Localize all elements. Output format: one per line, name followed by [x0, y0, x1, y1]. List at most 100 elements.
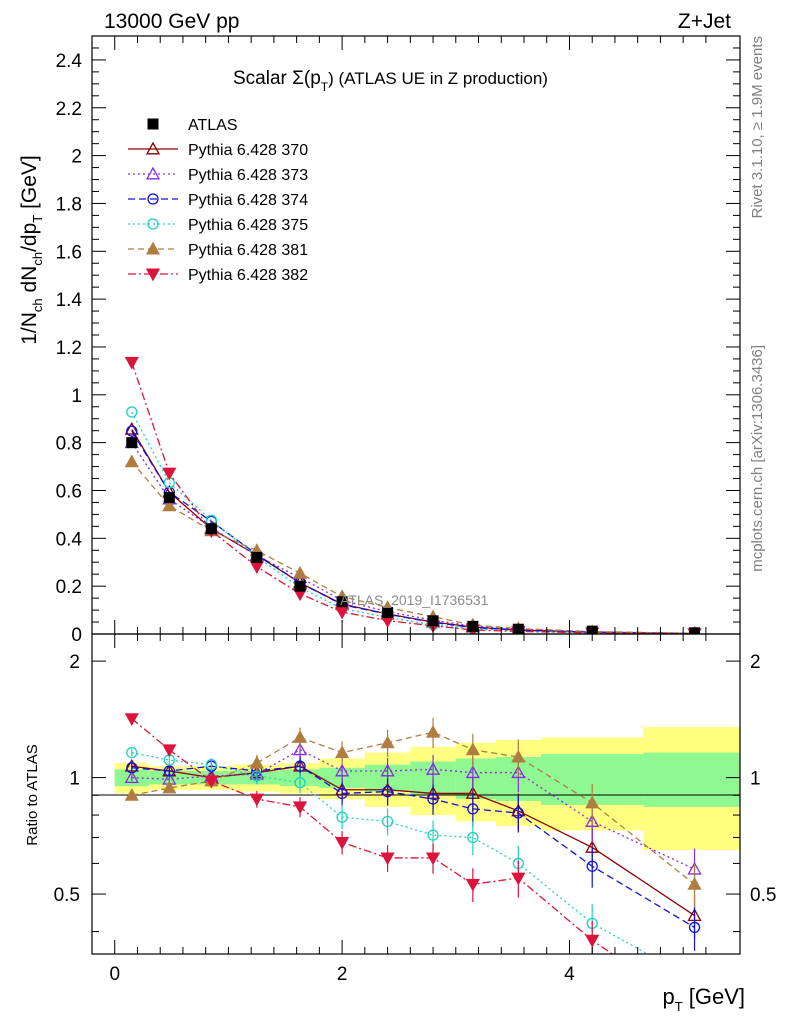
- ratio-series-point: [124, 787, 139, 801]
- legend-label: Pythia 6.428 375: [188, 217, 308, 234]
- ratio-series-point: [126, 746, 138, 759]
- legend-label: Pythia 6.428 374: [188, 192, 308, 209]
- main-series-point: [124, 454, 139, 468]
- y-tick-label: 1.4: [56, 290, 83, 311]
- rivet-label: Rivet 3.1.10, ≥ 1.9M events: [749, 36, 766, 219]
- ratio-series-point: [511, 765, 526, 779]
- main-series-point: [126, 425, 138, 437]
- ratio-series-point: [465, 878, 480, 892]
- ratio-series-point: [204, 775, 219, 789]
- y-tick-label: 1.8: [56, 194, 82, 215]
- main-series-line: [131, 461, 695, 634]
- legend-marker: [145, 141, 161, 155]
- ratio-series-point: [205, 758, 218, 771]
- ratio-series-point: [425, 724, 441, 738]
- y-tick-label: 2.2: [56, 99, 82, 120]
- ratio-series-point: [381, 785, 394, 798]
- ratio-series-point: [585, 795, 600, 809]
- ratio-series-point: [381, 815, 394, 828]
- ratio-series-line: [131, 718, 614, 954]
- ratio-series-point: [126, 762, 138, 774]
- ratio-series-point: [425, 762, 441, 775]
- ratio-tick-label-right: 1: [750, 769, 761, 790]
- header-right-label: Z+Jet: [678, 10, 731, 33]
- main-series-point: [335, 606, 350, 620]
- main-series-point: [162, 467, 177, 481]
- ratio-tick-label-right: 0.5: [750, 885, 776, 906]
- main-series-line: [131, 362, 695, 634]
- ratio-series-point: [336, 787, 348, 800]
- ratio-series-point: [336, 811, 348, 823]
- main-series-line: [131, 442, 695, 634]
- ratio-series-layer: [124, 713, 702, 954]
- main-series-point: [124, 356, 139, 370]
- legend-label: Pythia 6.428 370: [188, 142, 308, 159]
- reference-point: [205, 523, 217, 535]
- legend-marker: [145, 268, 161, 282]
- y-tick-label: 0.4: [56, 529, 83, 550]
- main-reference-layer: [126, 437, 701, 634]
- main-series-point: [124, 421, 139, 435]
- reference-point: [163, 492, 175, 504]
- ratio-series-point: [163, 765, 175, 777]
- axis-ticks: 0 2 4 0 0.2 0.4 0.6 0.8 1 1.2 1.4 1.6 1.8 2 2.2 2.4 0.5 0…: [54, 36, 776, 985]
- reference-point: [126, 437, 138, 449]
- ratio-series-point: [249, 755, 264, 769]
- reference-point: [382, 606, 394, 618]
- ratio-series-point: [294, 777, 306, 789]
- reference-point: [336, 596, 348, 608]
- reference-point: [294, 580, 306, 592]
- reference-point: [467, 620, 479, 632]
- legend-marker: [145, 166, 161, 180]
- y-tick-label: 2.4: [56, 51, 83, 72]
- y-tick-label: 1.6: [56, 242, 82, 263]
- ratio-series-point: [465, 765, 480, 779]
- ratio-series-point: [380, 735, 395, 749]
- x-tick-label: 2: [337, 964, 348, 985]
- x-axis-label: pT [GeV]: [662, 984, 745, 1014]
- ratio-series-point: [425, 852, 441, 866]
- ratio-series-line: [131, 765, 695, 928]
- ratio-tick-label-left: 2: [69, 652, 80, 673]
- ratio-series-point: [335, 763, 350, 777]
- y-tick-label: 1: [71, 386, 82, 407]
- main-series-point: [126, 406, 138, 418]
- ratio-series-point: [162, 744, 177, 758]
- main-series-point: [292, 565, 308, 579]
- y-tick-label: 0.2: [56, 577, 82, 598]
- header-left-label: 13000 GeV pp: [104, 10, 239, 33]
- ratio-series-point: [427, 829, 439, 841]
- legend-marker: [145, 241, 161, 255]
- ratio-series-point: [467, 831, 479, 844]
- ratio-series-line: [131, 752, 649, 954]
- y-axis-label: 1/Nch dNch/dpT [GeV]: [18, 155, 45, 345]
- legend-label: Pythia 6.428 373: [188, 167, 308, 184]
- ratio-series-line: [131, 731, 695, 885]
- ratio-series-point: [465, 742, 480, 756]
- reference-point: [427, 615, 439, 627]
- legend-label: Pythia 6.428 381: [188, 242, 308, 259]
- ratio-band-green: [643, 752, 740, 807]
- main-series-point: [162, 498, 177, 512]
- reference-point: [689, 627, 701, 634]
- y-tick-label: 0.8: [56, 434, 82, 455]
- ratio-series-point: [585, 814, 600, 827]
- ratio-series-point: [585, 934, 600, 948]
- ratio-series-point: [427, 793, 439, 805]
- ratio-series-point: [380, 852, 395, 866]
- ratio-frame: [91, 633, 741, 955]
- ratio-series-point: [124, 713, 139, 726]
- ratio-series-point: [292, 730, 308, 743]
- reference-point: [512, 623, 524, 634]
- ratio-series-point: [511, 749, 526, 763]
- watermark-label: ATLAS_2019_I1736531: [340, 592, 489, 608]
- ratio-series-point: [249, 793, 264, 807]
- ratio-series-point: [688, 921, 701, 934]
- ratio-tick-label-left: 1: [69, 769, 80, 790]
- ratio-band-layer: [114, 727, 740, 850]
- ratio-series-point: [687, 876, 702, 890]
- ratio-series-point: [467, 803, 479, 815]
- ratio-series-point: [292, 801, 308, 815]
- ratio-series-point: [335, 836, 350, 850]
